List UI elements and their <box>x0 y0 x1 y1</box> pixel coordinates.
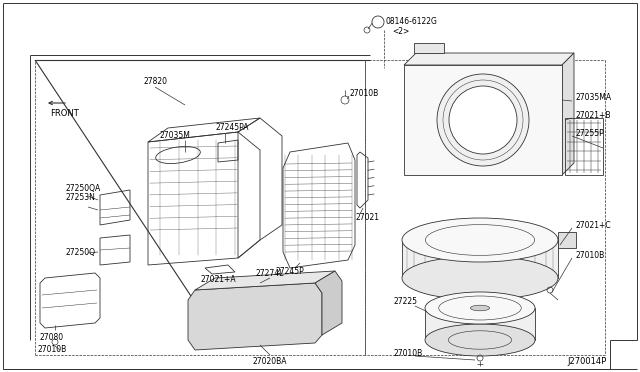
Text: 27010B: 27010B <box>393 349 422 357</box>
Text: 27253N: 27253N <box>66 193 96 202</box>
Polygon shape <box>315 271 342 335</box>
Ellipse shape <box>425 292 535 324</box>
Polygon shape <box>404 53 574 65</box>
Ellipse shape <box>425 324 535 356</box>
Text: FRONT: FRONT <box>50 109 79 118</box>
Polygon shape <box>562 53 574 175</box>
Text: 27010B: 27010B <box>350 89 380 97</box>
Text: 27021+A: 27021+A <box>200 276 236 285</box>
Text: 27021+B: 27021+B <box>575 112 611 121</box>
Polygon shape <box>195 271 335 290</box>
Text: 27021: 27021 <box>356 214 380 222</box>
Text: 27035M: 27035M <box>159 131 191 140</box>
Ellipse shape <box>402 256 558 300</box>
Text: 27080: 27080 <box>40 334 64 343</box>
Text: 27020BA: 27020BA <box>253 356 287 366</box>
Text: 27245P: 27245P <box>276 267 305 276</box>
Text: 27035MA: 27035MA <box>575 93 611 103</box>
Text: J270014P: J270014P <box>568 357 607 366</box>
Text: 27274L: 27274L <box>256 269 284 279</box>
Polygon shape <box>425 308 535 340</box>
Circle shape <box>437 74 529 166</box>
Text: 27225: 27225 <box>393 298 417 307</box>
Polygon shape <box>188 283 322 350</box>
Text: <2>: <2> <box>392 26 409 35</box>
Text: 27250QA: 27250QA <box>66 183 101 192</box>
Circle shape <box>372 16 384 28</box>
Text: 27245PA: 27245PA <box>215 124 248 132</box>
Polygon shape <box>558 232 576 248</box>
Text: 27255P: 27255P <box>575 129 604 138</box>
Text: 27010B: 27010B <box>38 346 67 355</box>
Polygon shape <box>402 240 558 278</box>
Circle shape <box>449 86 517 154</box>
Text: 27820: 27820 <box>143 77 167 87</box>
Polygon shape <box>404 65 562 175</box>
Text: 08146-6122G: 08146-6122G <box>386 17 438 26</box>
Text: 27021+C: 27021+C <box>575 221 611 230</box>
Text: 27250Q: 27250Q <box>66 248 96 257</box>
Text: B: B <box>376 19 380 25</box>
Ellipse shape <box>470 305 490 311</box>
Ellipse shape <box>402 218 558 262</box>
Polygon shape <box>414 43 444 53</box>
Text: 27010B: 27010B <box>575 250 604 260</box>
